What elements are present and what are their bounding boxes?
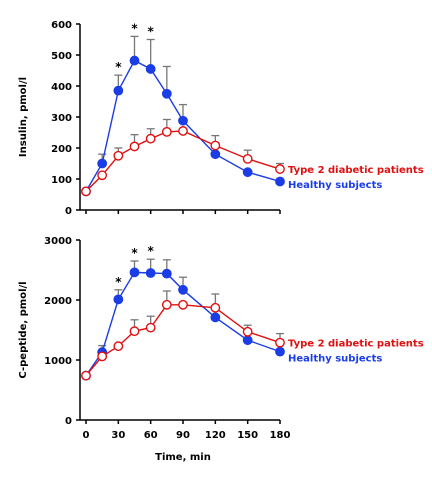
data-point (161, 88, 172, 99)
y-axis-title: Insulin, pmol/l (18, 77, 29, 157)
data-point (97, 158, 108, 169)
data-point (113, 341, 124, 352)
series-line (85, 304, 281, 377)
series-line (85, 271, 281, 376)
x-tick-label: 60 (144, 430, 158, 441)
x-tick-label: 180 (270, 430, 291, 441)
data-point (145, 268, 156, 278)
data-point (97, 170, 108, 181)
data-point (275, 176, 285, 187)
data-point (145, 322, 156, 333)
data-point (129, 141, 140, 152)
data-point (242, 326, 253, 337)
data-point (113, 294, 124, 305)
y-tick-label: 100 (51, 175, 72, 186)
y-tick-label: 3000 (44, 236, 72, 247)
significance-asterisk: * (131, 21, 138, 35)
series-line (85, 130, 281, 192)
legend-label-diabetic: Type 2 diabetic patients (288, 339, 424, 350)
x-tick-label: 150 (237, 430, 258, 441)
data-point (210, 140, 221, 151)
data-point (161, 268, 172, 279)
data-point (113, 85, 124, 96)
data-point (145, 64, 156, 74)
data-point (242, 167, 253, 178)
data-point (161, 299, 172, 310)
data-point (129, 55, 140, 66)
chart-panel-1: 0 100 200 300 400 500 600 Insulin, pmol/l * * * Typ… (18, 20, 424, 217)
legend-label-healthy: Healthy subjects (288, 180, 382, 191)
y-tick-label: 1000 (44, 356, 72, 367)
significance-asterisk: * (115, 275, 122, 289)
data-point (242, 153, 253, 164)
y-tick-label: 600 (51, 20, 72, 31)
y-tick-label: 0 (65, 416, 72, 427)
x-tick-label: 90 (176, 430, 190, 441)
data-point (97, 351, 108, 362)
y-axis-title: C-peptide, pmol/l (18, 281, 29, 378)
y-tick-label: 200 (51, 144, 72, 155)
y-tick-label: 500 (51, 51, 72, 62)
series-line (85, 59, 281, 192)
data-point (242, 335, 253, 346)
significance-asterisk: * (115, 60, 122, 74)
data-point (129, 267, 140, 278)
series-diabetic (81, 290, 285, 381)
y-tick-label: 300 (51, 113, 72, 124)
data-point (81, 186, 91, 197)
data-point (210, 312, 221, 323)
x-tick-label: 30 (111, 430, 125, 441)
x-tick-label: 0 (83, 430, 90, 441)
series-healthy (81, 35, 285, 197)
data-point (178, 126, 188, 136)
data-point (275, 346, 285, 357)
data-point (178, 115, 188, 126)
y-tick-label: 0 (65, 206, 72, 217)
data-point (161, 126, 172, 137)
data-point (210, 302, 221, 313)
data-point (178, 299, 188, 310)
data-point (129, 326, 140, 337)
series-healthy (81, 258, 285, 381)
y-tick-label: 2000 (44, 296, 72, 307)
chart-panel-2: 0 1000 2000 3000 0 30 60 90 120 150 180 C-peptide, … (18, 236, 424, 463)
y-tick-label: 400 (51, 82, 72, 93)
x-tick-label: 120 (205, 430, 226, 441)
data-point (81, 370, 91, 381)
significance-asterisk: * (148, 244, 155, 258)
data-point (275, 164, 285, 174)
data-point (275, 337, 285, 348)
data-point (210, 149, 221, 160)
legend-label-healthy: Healthy subjects (288, 354, 382, 365)
data-point (178, 284, 188, 295)
legend-label-diabetic: Type 2 diabetic patients (288, 165, 424, 176)
x-axis-title: Time, min (155, 452, 211, 463)
significance-asterisk: * (148, 25, 155, 39)
data-point (145, 133, 156, 144)
series-diabetic (81, 118, 285, 197)
significance-asterisk: * (131, 246, 138, 260)
data-point (113, 150, 124, 161)
